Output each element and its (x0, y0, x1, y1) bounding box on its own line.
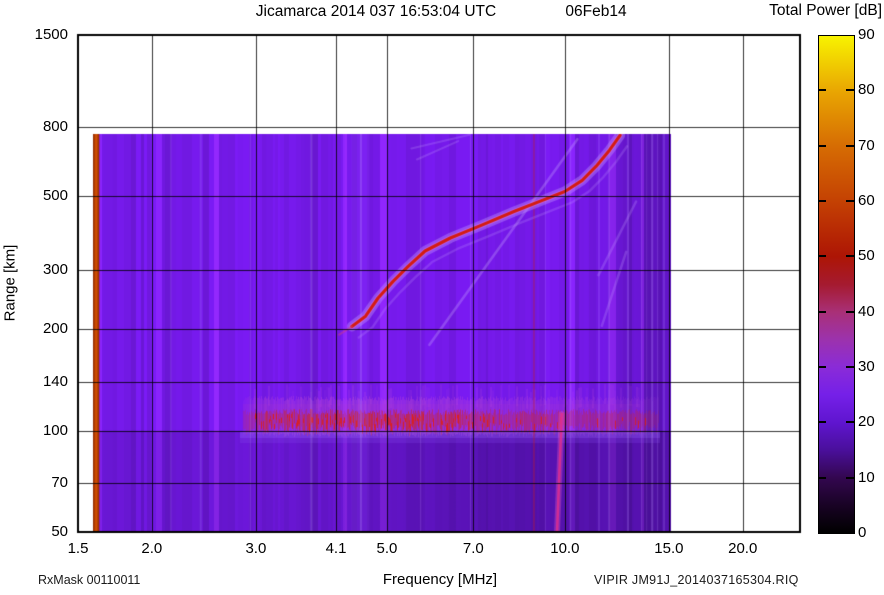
colorbar-tick-mark (818, 310, 826, 313)
colorbar-tick-label: 30 (858, 358, 875, 375)
x-tick-label: 20.0 (728, 540, 758, 557)
colorbar-tick-mark (846, 366, 854, 368)
y-axis-label: Range [km] (1, 244, 19, 322)
colorbar-tick-label: 40 (858, 302, 875, 320)
colorbar-tick-label: 90 (858, 26, 875, 43)
colorbar-tick-mark (846, 476, 854, 479)
x-tick-label: 10.0 (550, 540, 580, 557)
colorbar-tick-label: 0 (858, 524, 867, 541)
colorbar-gradient (818, 35, 855, 534)
y-tick-label: 500 (42, 186, 68, 204)
colorbar-tick-mark (818, 421, 826, 424)
colorbar-tick-label: 80 (858, 81, 875, 99)
colorbar-tick-mark (846, 310, 854, 313)
colorbar-tick-mark (818, 255, 826, 258)
x-tick-label: 1.5 (67, 540, 89, 557)
colorbar-tick-label: 20 (858, 413, 875, 431)
colorbar-tick-mark (818, 144, 826, 147)
colorbar-tick-mark (818, 476, 826, 479)
colorbar-tick-mark (846, 421, 854, 424)
colorbar-tick-label: 50 (858, 247, 875, 265)
colorbar-tick-mark (818, 89, 826, 92)
colorbar-tick-mark (846, 200, 854, 202)
colorbar-title: Total Power [dB] (769, 2, 882, 19)
plot-title: Jicamarca 2014 037 16:53:04 UTC (255, 3, 497, 20)
y-tick-label: 300 (42, 261, 68, 279)
colorbar-tick-mark (818, 200, 826, 202)
x-tick-label: 4.1 (325, 540, 347, 557)
y-tick-label: 100 (42, 421, 68, 439)
y-tick-label: 50 (51, 523, 68, 540)
colorbar-tick-label: 60 (858, 192, 875, 209)
y-tick-label: 800 (42, 117, 68, 135)
colorbar-tick-label: 70 (858, 136, 875, 154)
colorbar-tick-mark (846, 255, 854, 258)
colorbar-tick-label: 10 (858, 468, 875, 486)
x-axis-label: Frequency [MHz] (382, 571, 498, 588)
filename-annotation: VIPIR JM91J_2014037165304.RIQ (594, 573, 799, 587)
x-tick-label: 15.0 (654, 540, 684, 557)
rxmask-annotation: RxMask 00110011 (38, 573, 141, 587)
x-tick-label: 7.0 (462, 540, 484, 557)
y-tick-label: 70 (51, 473, 68, 491)
y-tick-label: 140 (42, 372, 68, 390)
colorbar-tick-mark (818, 366, 826, 368)
y-tick-label: 200 (42, 320, 68, 338)
x-tick-label: 3.0 (245, 540, 267, 557)
x-tick-label: 2.0 (141, 540, 163, 557)
colorbar-tick-mark (846, 89, 854, 92)
colorbar-tick-mark (846, 144, 854, 147)
y-tick-label: 1500 (34, 26, 68, 43)
x-tick-label: 5.0 (376, 540, 398, 557)
plot-date: 06Feb14 (565, 3, 627, 20)
